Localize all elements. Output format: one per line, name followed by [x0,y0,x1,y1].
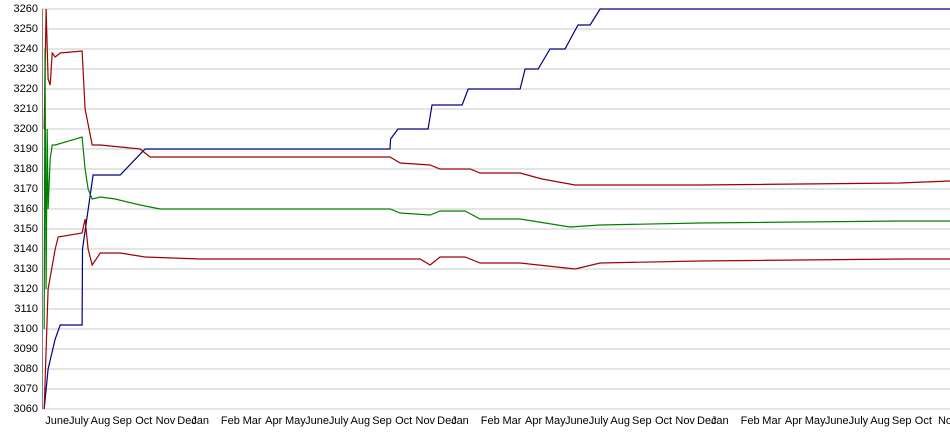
x-tick-label: Jan [451,415,469,427]
y-tick-label: 3130 [14,263,38,275]
x-tick-label: Mar [243,415,262,427]
x-tick-label: Feb [221,415,240,427]
x-tick-label: Apr [525,415,542,427]
y-tick-label: 3150 [14,223,38,235]
x-tick-label: Dec [177,415,197,427]
y-tick-label: 3260 [14,3,38,15]
x-tick-label: Feb [481,415,500,427]
x-tick-label: Oct [135,415,152,427]
x-tick-label: Sep [892,415,912,427]
y-tick-label: 3170 [14,183,38,195]
x-tick-label: Aug [870,415,890,427]
y-tick-label: 3250 [14,23,38,35]
x-tick-label: Sep [632,415,652,427]
x-tick-label: Sep [372,415,392,427]
x-tick-label: Nov [156,415,176,427]
y-tick-label: 3090 [14,343,38,355]
x-tick-label: Nov [675,415,695,427]
x-tick-label: July [589,415,609,427]
x-tick-label: Jan [711,415,729,427]
x-tick-label: May [285,415,306,427]
y-tick-label: 3200 [14,123,38,135]
x-tick-label: May [545,415,566,427]
y-tick-label: 3100 [14,323,38,335]
x-tick-label: Mar [502,415,521,427]
y-tick-label: 3210 [14,103,38,115]
x-tick-label: Apr [265,415,282,427]
x-tick-label: June [825,415,849,427]
x-tick-label: Nov [416,415,436,427]
y-tick-label: 3120 [14,283,38,295]
y-tick-label: 3110 [14,303,38,315]
x-tick-label: No [938,415,950,427]
x-tick-label: July [69,415,89,427]
y-tick-label: 3230 [14,63,38,75]
x-tick-label: Aug [91,415,111,427]
series-line [43,218,950,410]
y-tick-label: 3060 [14,403,38,415]
y-tick-label: 3080 [14,363,38,375]
x-tick-label: May [805,415,826,427]
x-tick-label: Sep [112,415,132,427]
x-tick-label: Aug [610,415,630,427]
series-line [43,8,950,186]
y-tick-label: 3140 [14,243,38,255]
x-tick-label: Mar [762,415,781,427]
x-tick-label: June [45,415,69,427]
y-tick-label: 3160 [14,203,38,215]
x-tick-label: Aug [351,415,371,427]
x-tick-label: Oct [915,415,932,427]
y-tick-label: 3180 [14,163,38,175]
x-tick-label: Apr [785,415,802,427]
x-tick-label: June [565,415,589,427]
x-tick-label: Dec [437,415,457,427]
series-line [43,8,950,410]
x-tick-label: Dec [697,415,717,427]
x-tick-label: Jan [191,415,209,427]
series-line [43,48,950,330]
x-tick-label: July [329,415,349,427]
x-tick-label: June [305,415,329,427]
y-tick-label: 3240 [14,43,38,55]
x-tick-label: Oct [655,415,672,427]
x-tick-label: Oct [395,415,412,427]
x-tick-label: Feb [741,415,760,427]
x-tick-label: July [849,415,869,427]
y-tick-label: 3070 [14,383,38,395]
y-tick-label: 3220 [14,83,38,95]
y-tick-label: 3190 [14,143,38,155]
